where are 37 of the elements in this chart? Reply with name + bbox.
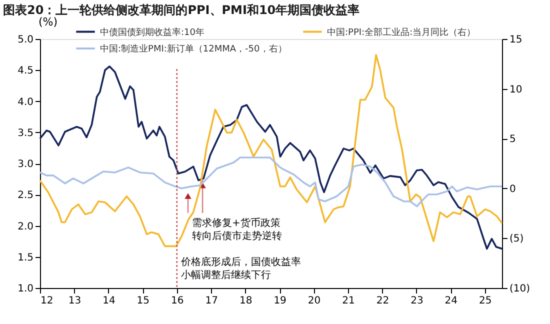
- x-tick-label: 19: [274, 296, 286, 306]
- y2-tick-label: (5): [510, 234, 524, 245]
- y2-tick-label: 0: [510, 184, 516, 195]
- legend-label: 中债国债到期收益率:10年: [100, 26, 204, 38]
- y-axis-title: (%): [38, 16, 58, 28]
- legend-label: 中国:制造业PMI:新订单（12MMA，-50，右）: [100, 44, 287, 54]
- x-tick-label: 16: [171, 296, 184, 306]
- y-tick-label: 4.5: [18, 66, 34, 77]
- y-tick-label: 3.5: [18, 128, 34, 139]
- x-tick-label: 25: [479, 296, 492, 306]
- y2-tick-label: (10): [510, 284, 530, 294]
- x-tick-label: 14: [102, 296, 116, 306]
- x-tick-label: 20: [308, 296, 321, 306]
- chart-title: 图表20：上一轮供给侧改革期间的PPI、PMI和10年期国债收益率: [3, 3, 360, 17]
- y-tick-label: 1.5: [18, 252, 34, 264]
- x-tick-label: 18: [239, 296, 252, 306]
- y-tick-label: 3.0: [18, 159, 34, 170]
- x-tick-label: 21: [342, 296, 355, 306]
- x-tick-label: 17: [205, 296, 218, 306]
- y2-tick-label: 15: [510, 34, 522, 46]
- x-tick-label: 12: [40, 296, 54, 306]
- annotation: 价格底形成后，国债收益率小幅调整后继续下行: [180, 256, 301, 281]
- y2-tick-label: 5: [510, 134, 516, 146]
- x-tick-label: 23: [410, 296, 424, 306]
- annotation: 需求修复+货币政策转向后债市走势逆转: [192, 217, 282, 242]
- y2-tick-label: 10: [510, 84, 522, 96]
- y-tick-label: 5.0: [18, 34, 34, 46]
- x-tick-label: 15: [136, 296, 150, 306]
- x-tick-label: 22: [376, 296, 390, 306]
- legend-label: 中国:PPI:全部工业品:当月同比（右）: [327, 26, 476, 38]
- y-tick-label: 4.0: [18, 96, 34, 108]
- x-tick-label: 24: [444, 296, 458, 306]
- y-tick-label: 2.5: [18, 190, 34, 202]
- y-tick-label: 2.0: [18, 221, 34, 232]
- y-tick-label: 1.0: [18, 284, 34, 294]
- x-tick-label: 13: [68, 296, 82, 306]
- line-series: [39, 156, 503, 208]
